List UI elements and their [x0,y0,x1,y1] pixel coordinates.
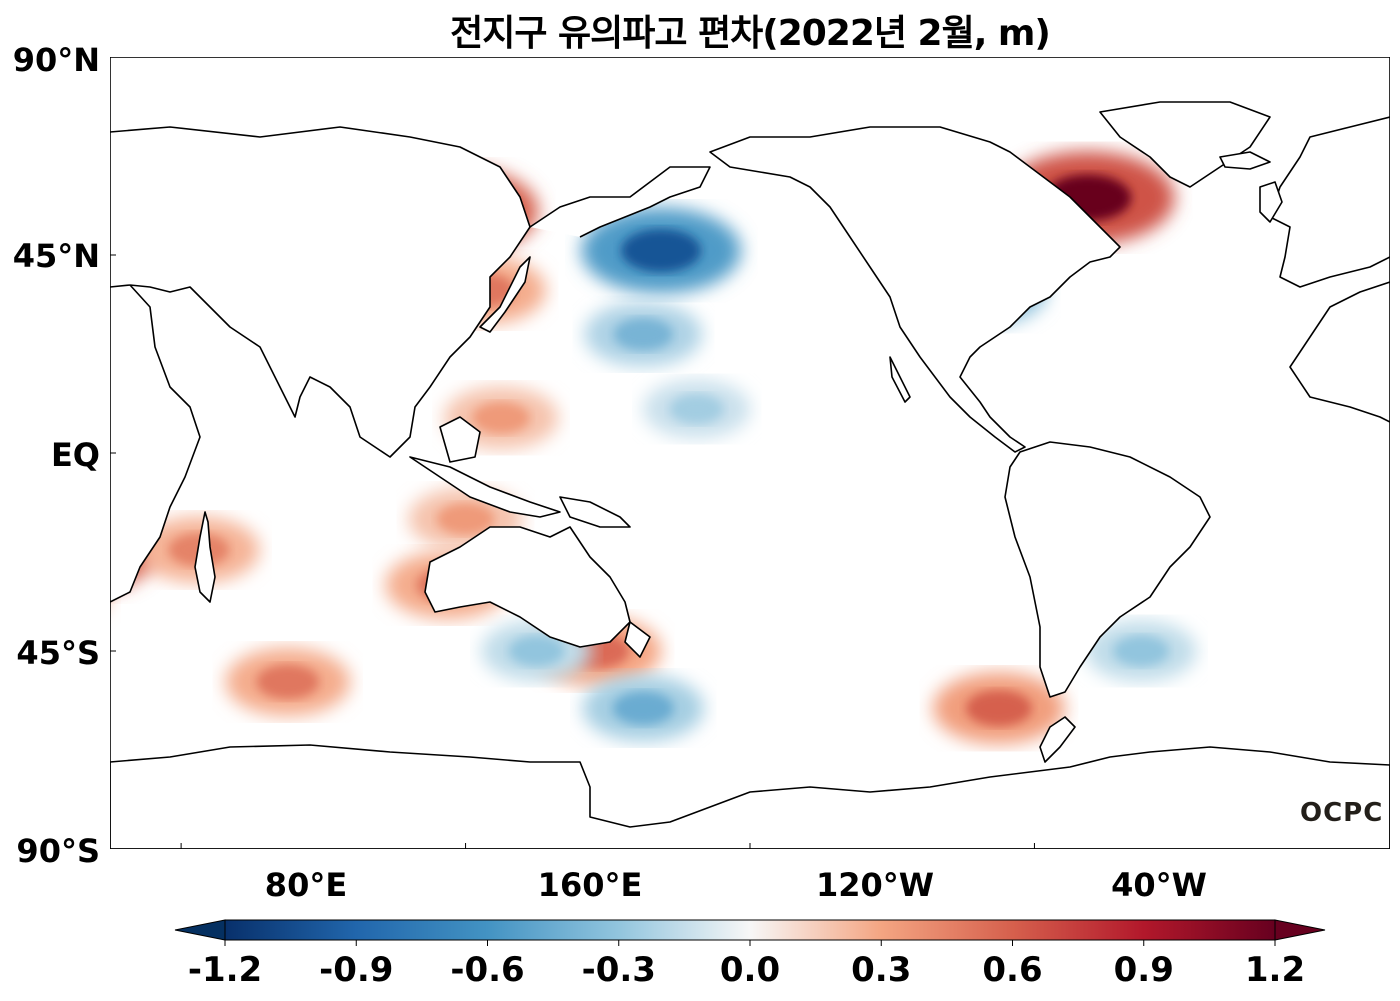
anomaly-core [621,229,702,273]
colorbar-tick-label: -0.3 [581,950,656,990]
coast-asia-south [110,126,531,458]
coast-south-america [1004,441,1211,698]
y-tick-label: 90°S [16,832,100,870]
coast-europe [1269,116,1390,288]
y-tick-label: 45°N [12,237,100,275]
coast-new-guinea [559,496,631,528]
x-tick-label: 80°E [264,866,348,904]
y-tick-label: EQ [50,436,100,474]
anomaly-core [669,394,724,424]
y-tick-label: 90°N [12,41,100,79]
coast-antarctica [110,744,1390,849]
coast-kamchatka [529,166,711,238]
colorbar-extend-max [1274,919,1326,941]
colorbar-tick-label: -1.2 [187,950,263,990]
anomaly-core [472,402,530,434]
coast-borneo [439,416,481,463]
coast-greenland [1099,101,1271,188]
colorbar-tick-label: 0.3 [851,950,912,990]
coast-baja [889,356,911,403]
chart-title: 전지구 유의파고 편차(2022년 2월, m) [450,13,1051,54]
coast-madagascar [194,511,216,603]
anomaly-core [436,503,495,535]
colorbar-gradient [224,919,1276,941]
anomaly-core [613,318,673,351]
anomaly-core [965,690,1032,727]
coast-japan [479,256,531,333]
anomaly-core [1113,635,1169,667]
x-tick-label: 120°W [815,866,935,904]
coast-british-isles [1259,181,1283,223]
colorbar-tick-label: 0.9 [1113,950,1174,990]
map-panel [110,57,1390,849]
colorbar [174,919,1326,946]
x-tick-label: 40°W [1111,866,1207,904]
colorbar-tick-label: 0.0 [719,950,781,990]
coast-indonesia [409,456,561,518]
anomaly-core [256,664,320,699]
coast-africa [110,284,201,603]
colorbar-tick-label: 0.6 [982,950,1043,990]
colorbar-extend-min [174,919,226,941]
colorbar-tick-label: 1.2 [1244,950,1306,990]
anomaly-core [508,635,565,667]
coastlines [110,101,1390,849]
anomaly-core [612,691,674,725]
colorbar-ticks [224,940,1276,946]
coast-antarctic-peninsula [1039,716,1076,763]
map-plot [110,57,1390,849]
coast-nz [624,621,651,658]
colorbar-tick-label: -0.9 [319,950,394,990]
coast-iceland [1219,151,1271,170]
colorbar-tick-label: -0.6 [450,950,525,990]
y-tick-label: 45°S [16,634,100,672]
coast-africa-west [1289,281,1390,423]
axis-ticks [110,57,1035,849]
coast-north-america [709,126,1121,453]
x-tick-label: 160°E [537,866,643,904]
ocpc-logo: OCPC [1300,798,1384,828]
